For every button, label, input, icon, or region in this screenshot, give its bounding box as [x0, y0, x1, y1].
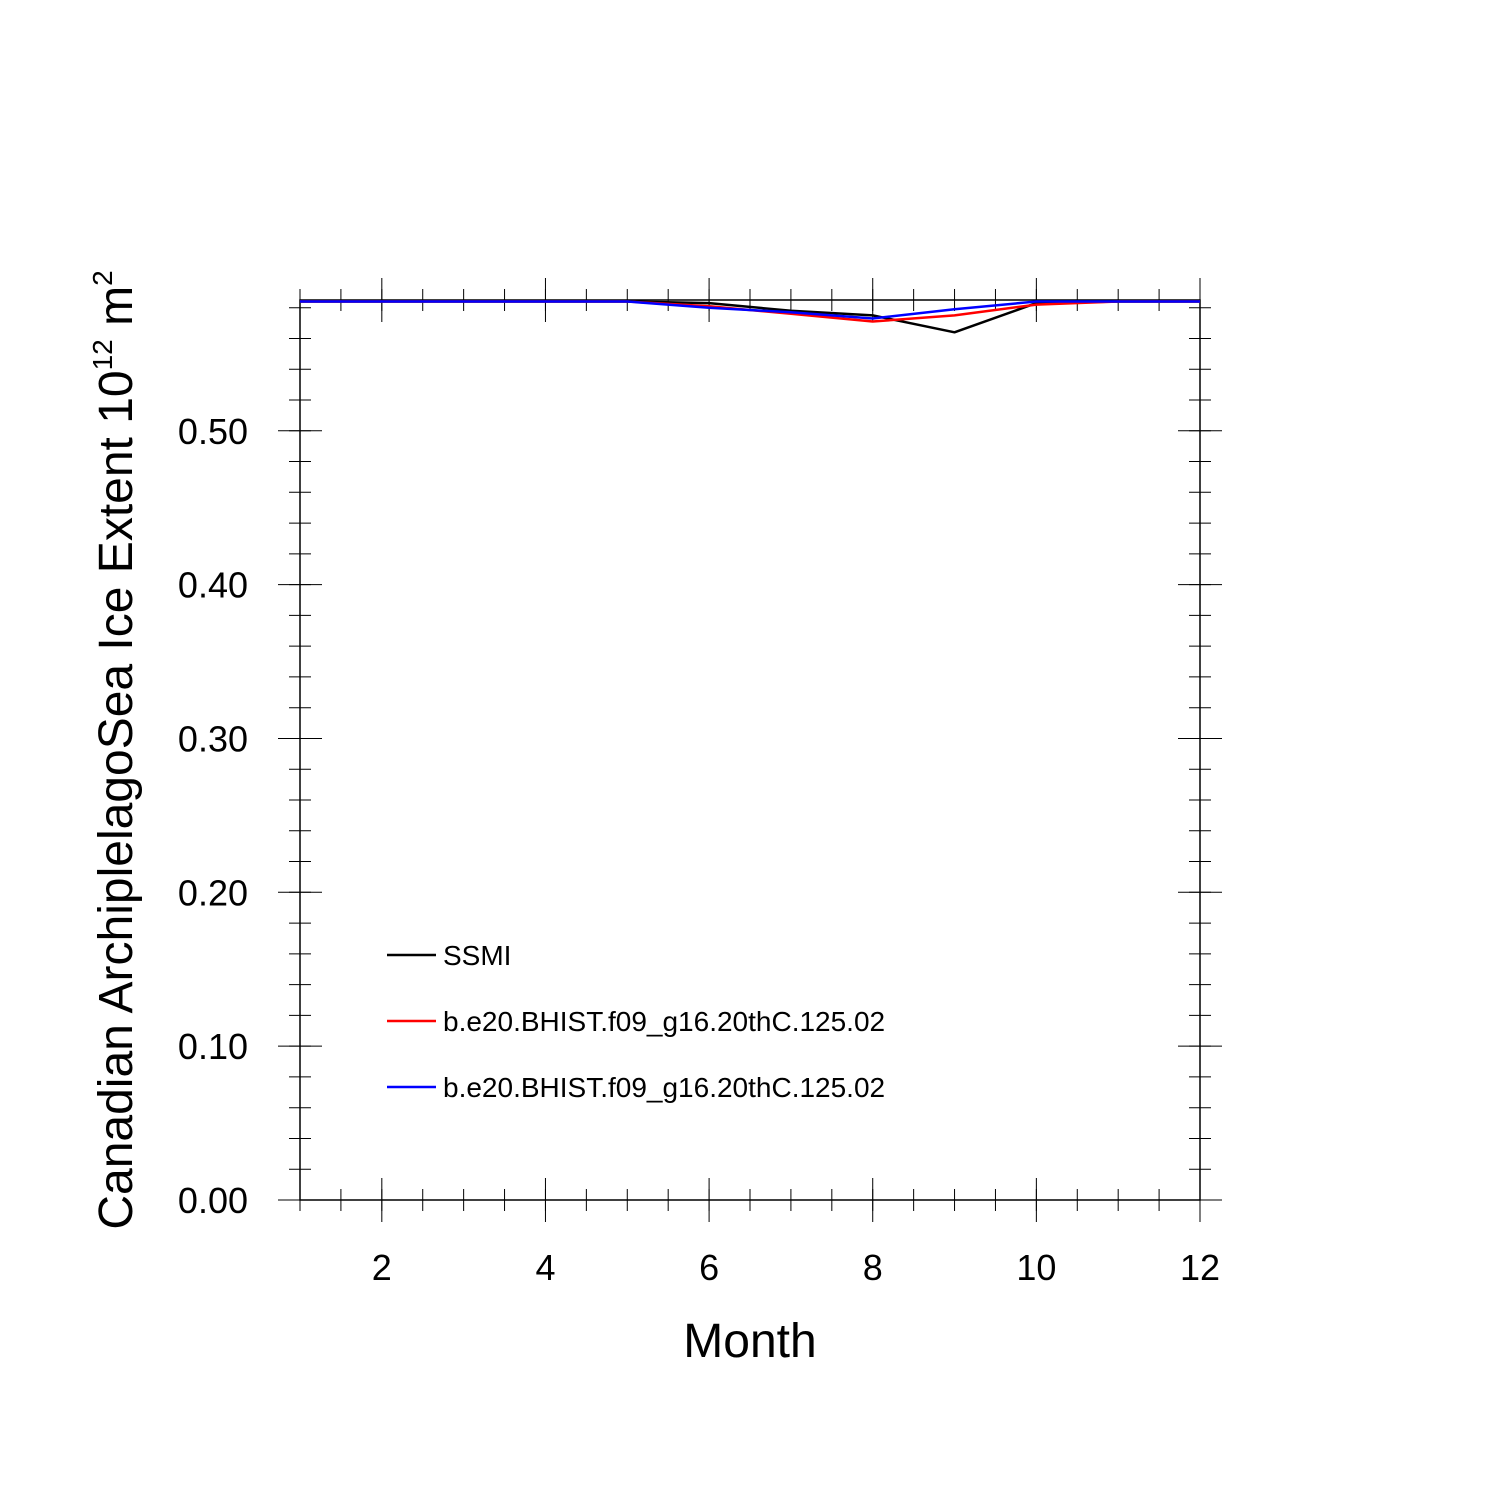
x-tick-label: 12 — [1180, 1247, 1220, 1288]
y-tick-labels: 0.00 0.10 0.20 0.30 0.40 0.50 — [178, 411, 248, 1221]
y-tick-label: 0.40 — [178, 565, 248, 606]
series-lines — [300, 300, 1200, 334]
legend-label-2: b.e20.BHIST.f09_g16.20thC.125.02 — [443, 1006, 885, 1037]
x-tick-labels: 2 4 6 8 10 12 — [372, 1247, 1220, 1288]
y-axis-title-unit: m — [90, 286, 143, 339]
y-tick-label: 0.20 — [178, 872, 248, 913]
x-axis-title: Month — [683, 1315, 816, 1368]
y-axis-title: Canadian ArchiplelagoSea Ice Extent 1012… — [87, 270, 143, 1229]
series-line-1 — [300, 300, 1200, 334]
y-tick-label: 0.00 — [178, 1180, 248, 1221]
y-axis-title-exponent: 12 — [87, 339, 118, 370]
legend-label-3: b.e20.BHIST.f09_g16.20thC.125.02 — [443, 1072, 885, 1103]
x-tick-label: 10 — [1016, 1247, 1056, 1288]
plot-frame — [299, 299, 1201, 1201]
y-tick-label: 0.10 — [178, 1026, 248, 1067]
legend: SSMI b.e20.BHIST.f09_g16.20thC.125.02 b.e2… — [387, 940, 885, 1103]
y-axis-title-main: Canadian ArchiplelagoSea Ice Extent 10 — [90, 370, 143, 1229]
x-tick-label: 8 — [863, 1247, 883, 1288]
x-tick-label: 4 — [535, 1247, 555, 1288]
x-tick-label: 6 — [699, 1247, 719, 1288]
y-axis-title-unit-exponent: 2 — [87, 270, 118, 286]
x-tick-label: 2 — [372, 1247, 392, 1288]
y-tick-label: 0.30 — [178, 718, 248, 759]
y-tick-label: 0.50 — [178, 411, 248, 452]
legend-label-1: SSMI — [443, 940, 511, 971]
series-line-3 — [300, 300, 1200, 320]
